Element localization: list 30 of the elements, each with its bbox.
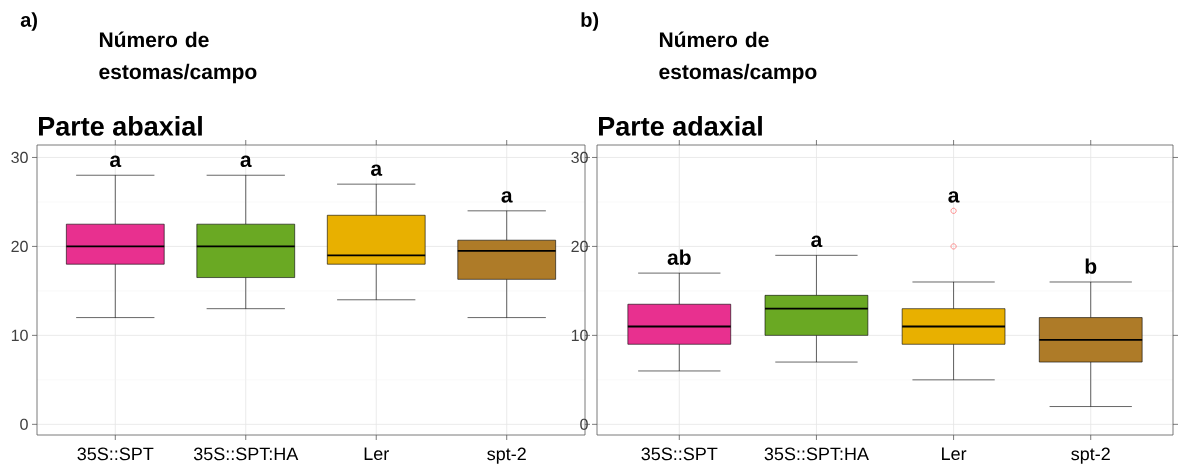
y-tick-label: 20	[571, 240, 588, 253]
y-tick-label: 30	[11, 151, 28, 164]
annotation: a	[240, 155, 252, 168]
chart-title: Parte abaxial	[39, 115, 202, 136]
x-tick-label: 35S::SPT:HA	[764, 447, 869, 461]
y-axis-title: Número de estomas/campo	[659, 31, 817, 84]
x-tick-label: 35S::SPT	[641, 447, 718, 461]
chart-title: Parte adaxial	[599, 115, 762, 136]
annotation: a	[110, 155, 122, 168]
annotation: a	[811, 235, 823, 248]
x-tick-label: 35S::SPT:HA	[193, 447, 299, 461]
x-tick-label: spt-2	[487, 447, 526, 464]
x-tick-label: 35S::SPT	[77, 447, 154, 461]
annotation: a	[501, 191, 513, 203]
y-tick-label: 0	[580, 418, 588, 430]
annotation: a	[371, 164, 383, 176]
y-tick-label: 10	[11, 329, 28, 342]
annotation: b	[1085, 258, 1097, 274]
y-axis-title: Número de estomas/campo	[99, 31, 257, 84]
x-tick-label: spt-2	[1071, 447, 1110, 464]
annotation: a	[948, 191, 960, 203]
x-tick-label: Ler	[364, 447, 389, 461]
text: b)	[581, 12, 599, 31]
text: a)	[20, 12, 37, 31]
annotation: ab	[667, 249, 691, 265]
y-tick-label: 20	[11, 240, 28, 253]
y-tick-label: 30	[571, 151, 588, 164]
y-tick-label: 10	[571, 329, 588, 342]
x-tick-label: Ler	[942, 447, 967, 461]
y-tick-label: 0	[20, 418, 28, 430]
